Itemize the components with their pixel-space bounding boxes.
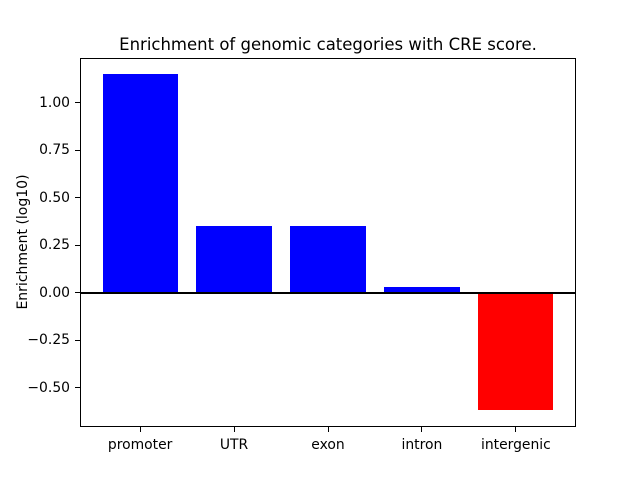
bar-intron [384,287,460,293]
y-tick-label: 0.25 [39,237,70,254]
x-tick-exon [327,427,329,433]
y-tick [75,149,80,151]
y-tick [75,339,80,341]
bar-intergenic [478,292,554,411]
y-tick [75,102,80,104]
x-tick-intergenic [515,427,517,433]
y-tick [75,197,80,199]
bar-UTR [196,226,272,293]
x-tick-label-promoter: promoter [107,436,173,453]
x-tick-promoter [139,427,141,433]
x-tick-label-intergenic: intergenic [480,436,551,453]
bar-promoter [102,74,178,293]
y-tick-label: 0.50 [39,189,70,206]
y-tick-label: −0.25 [27,332,70,349]
y-tick [75,244,80,246]
y-tick [75,387,80,389]
x-tick-UTR [233,427,235,433]
x-tick-label-exon: exon [311,436,345,453]
plot-area [80,57,576,428]
zero-line [80,291,576,294]
y-tick [75,292,80,294]
y-tick-label: −0.50 [27,379,70,396]
y-tick-label: 0.00 [39,284,70,301]
bar-exon [290,226,366,293]
y-tick-label: 0.75 [39,142,70,159]
chart-title: Enrichment of genomic categories with CR… [119,35,537,54]
x-tick-label-UTR: UTR [219,436,249,453]
x-tick-label-intron: intron [401,436,443,453]
y-tick-label: 1.00 [39,94,70,111]
x-tick-intron [421,427,423,433]
